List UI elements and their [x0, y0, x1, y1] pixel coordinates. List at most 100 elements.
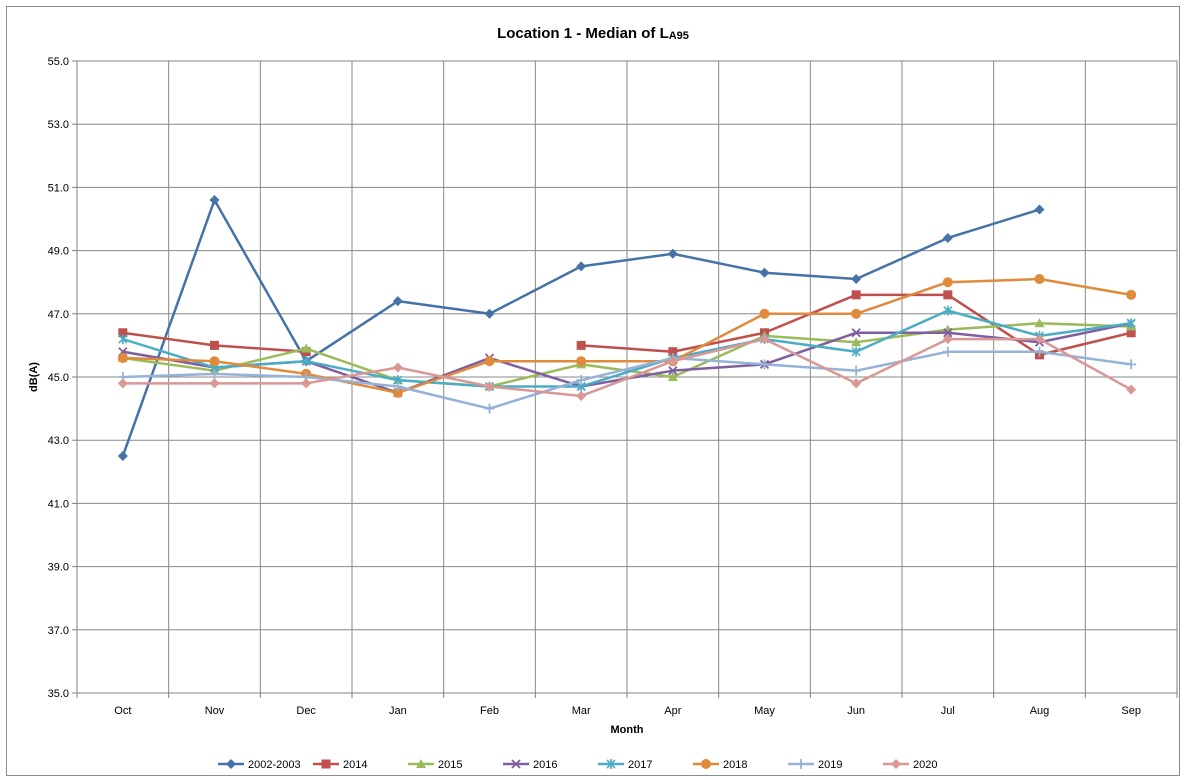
x-axis-ticks: Oct Nov Dec Jan Feb Mar Apr May Jun Jul Aug Sep	[76, 693, 1178, 717]
data-point	[942, 277, 953, 288]
data-point	[209, 378, 220, 389]
legend-label: 2019	[818, 759, 842, 771]
data-point	[759, 308, 770, 319]
data-point	[301, 356, 311, 367]
series-line-2019	[122, 350, 1132, 410]
data-point	[851, 365, 862, 376]
data-point	[576, 340, 586, 350]
data-point	[576, 375, 587, 386]
chart-title: Location 1 - Median of LA95	[497, 25, 689, 42]
legend-item-2016: 2016	[503, 759, 557, 771]
y-tick-label: 53.0	[48, 119, 69, 131]
legend: 2002-2003 2014 2015 2016 2017 2018 2019 2020	[218, 759, 937, 771]
x-tick-label: Oct	[114, 705, 131, 717]
series-line-2015	[122, 322, 1132, 388]
data-point	[210, 340, 219, 350]
x-tick-label: Aug	[1030, 705, 1050, 717]
data-point	[301, 343, 312, 353]
data-point	[484, 308, 495, 319]
y-tick-label: 41.0	[48, 498, 69, 510]
legend-label: 2002-2003	[248, 759, 301, 771]
data-point	[392, 362, 403, 373]
data-point	[942, 334, 953, 345]
legend-item-2019: 2019	[788, 759, 842, 771]
data-point	[851, 337, 862, 347]
data-point	[759, 359, 770, 370]
data-point	[576, 261, 587, 272]
data-point	[117, 378, 128, 389]
data-point	[1034, 274, 1045, 285]
data-point	[668, 347, 678, 357]
legend-label: 2015	[438, 759, 462, 771]
legend-item-2020: 2020	[883, 759, 937, 771]
data-point	[668, 366, 678, 376]
series-line-2018	[122, 277, 1132, 395]
legend-marker	[891, 759, 901, 769]
data-point	[851, 308, 862, 319]
data-point	[301, 378, 312, 389]
series-line-2017	[122, 309, 1132, 388]
data-point	[392, 381, 403, 392]
legend-item-2015: 2015	[408, 759, 462, 771]
x-tick-label: Jul	[941, 705, 955, 717]
data-point	[667, 356, 678, 367]
data-point	[667, 248, 678, 259]
legend-label: 2018	[723, 759, 747, 771]
x-tick-label: Mar	[572, 705, 591, 717]
data-point	[117, 451, 128, 461]
legend-marker	[701, 759, 711, 769]
series-2019	[117, 346, 1137, 414]
y-axis-ticks: 35.0 37.0 39.0 41.0 43.0 45.0 47.0 49.0 51.0 53.0…	[48, 56, 77, 700]
data-point	[851, 290, 861, 300]
data-point	[943, 305, 953, 316]
data-point	[118, 334, 128, 345]
x-tick-label: Sep	[1121, 705, 1141, 717]
x-tick-label: Dec	[296, 705, 316, 717]
data-point	[484, 381, 495, 392]
chart-frame: Location 1 - Median of LA95 35.0 37.0 39.0…	[6, 6, 1180, 776]
data-point	[209, 356, 220, 367]
legend-marker	[606, 759, 616, 769]
data-point	[392, 387, 403, 398]
y-tick-label: 43.0	[48, 435, 69, 447]
data-point	[759, 334, 770, 345]
y-tick-label: 35.0	[48, 688, 69, 700]
gridlines	[77, 60, 1177, 694]
data-point	[851, 378, 862, 389]
legend-marker	[511, 759, 521, 769]
legend-marker	[226, 759, 236, 769]
line-chart: Location 1 - Median of LA95 35.0 37.0 39.0…	[28, 25, 1178, 771]
data-point	[118, 328, 128, 338]
x-tick-label: Apr	[664, 705, 681, 717]
data-point	[1126, 289, 1137, 300]
legend-marker	[796, 759, 806, 769]
data-point	[1034, 334, 1045, 345]
data-point	[942, 346, 953, 357]
series-lines	[117, 195, 1137, 461]
legend-label: 2020	[913, 759, 937, 771]
data-point	[943, 328, 953, 338]
data-point	[209, 195, 220, 206]
chart-title-subscript: A95	[669, 30, 689, 42]
legend-item-2014: 2014	[313, 759, 367, 771]
y-tick-label: 45.0	[48, 372, 69, 384]
legend-label: 2014	[343, 759, 367, 771]
data-point	[117, 353, 128, 364]
legend-label: 2017	[628, 759, 652, 771]
y-axis-title: dB(A)	[28, 362, 40, 392]
data-point	[392, 296, 403, 307]
data-point	[1126, 328, 1136, 338]
data-point	[943, 290, 953, 300]
y-tick-label: 55.0	[48, 56, 69, 68]
x-tick-label: Jun	[847, 705, 865, 717]
data-point	[942, 232, 953, 243]
data-point	[851, 346, 861, 357]
data-point	[1034, 204, 1045, 215]
y-tick-label: 39.0	[48, 562, 69, 574]
chart-title-main: Location 1 - Median of L	[497, 25, 669, 42]
data-point	[1126, 384, 1137, 395]
y-tick-label: 51.0	[48, 182, 69, 194]
legend-item-2002-2003: 2002-2003	[218, 759, 301, 771]
series-line-2020	[122, 337, 1132, 398]
series-2002-2003	[117, 195, 1045, 461]
